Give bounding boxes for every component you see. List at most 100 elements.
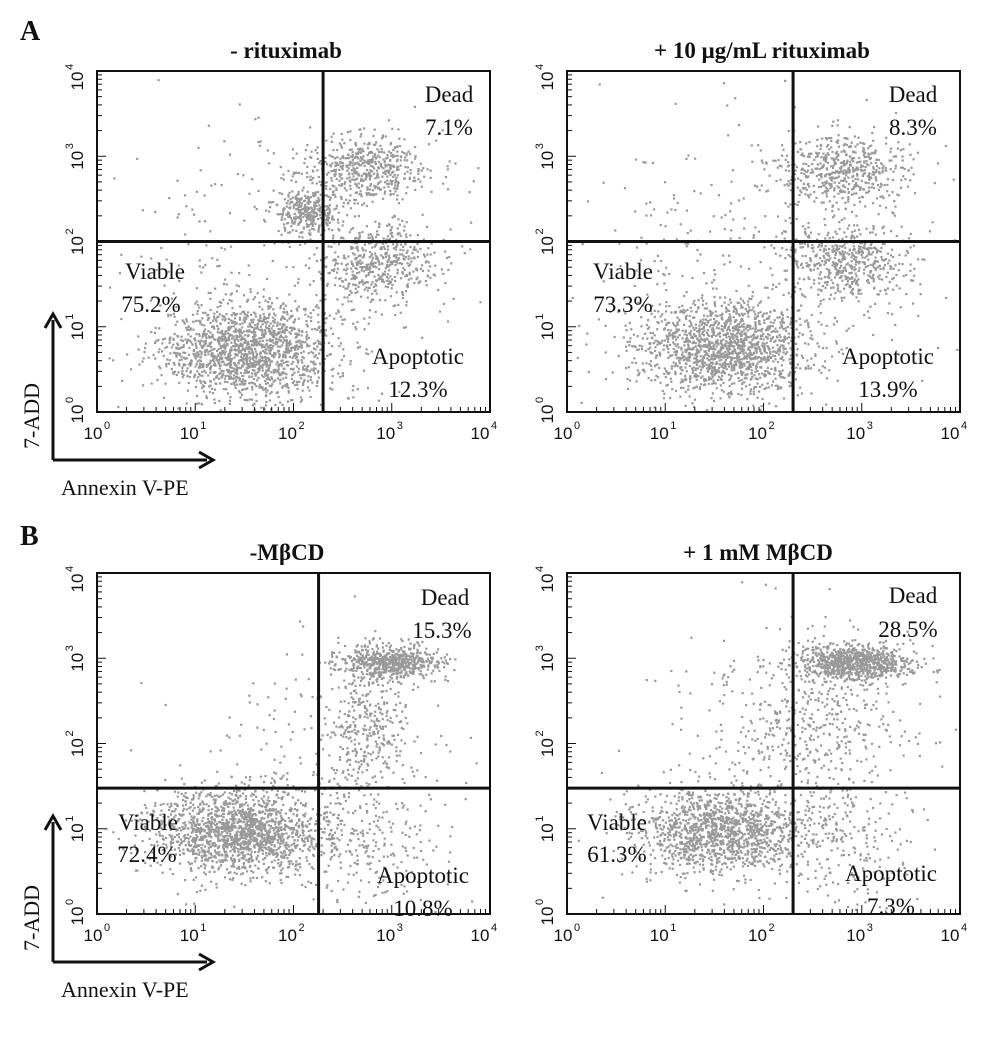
scatter-point xyxy=(272,324,275,328)
scatter-point xyxy=(283,331,286,334)
scatter-point xyxy=(295,381,298,384)
scatter-point xyxy=(744,307,747,311)
scatter-point xyxy=(684,338,687,341)
scatter-point xyxy=(246,363,249,366)
scatter-point xyxy=(725,333,728,336)
scatter-point xyxy=(312,217,315,220)
scatter-point xyxy=(195,344,198,347)
scatter-point xyxy=(339,157,342,160)
x-tick-label: 10 xyxy=(180,424,199,443)
scatter-point xyxy=(244,350,247,353)
scatter-point xyxy=(888,194,891,197)
scatter-point xyxy=(234,380,237,384)
scatter-point xyxy=(258,369,261,372)
scatter-point xyxy=(654,378,657,381)
scatter-point xyxy=(299,377,303,380)
scatter-point xyxy=(230,348,233,351)
scatter-point xyxy=(469,248,472,251)
scatter-point xyxy=(226,392,230,395)
scatter-point xyxy=(188,346,191,349)
scatter-point xyxy=(407,382,410,385)
scatter-point xyxy=(389,229,392,232)
scatter-point xyxy=(113,177,116,180)
scatter-point xyxy=(392,156,395,159)
scatter-point xyxy=(753,317,756,320)
scatter-point xyxy=(286,400,290,403)
scatter-point xyxy=(309,126,312,129)
scatter-point xyxy=(352,384,355,388)
scatter-point xyxy=(771,288,774,291)
scatter-point xyxy=(297,370,300,373)
scatter-point xyxy=(780,323,783,326)
scatter-point xyxy=(719,335,722,338)
scatter-point xyxy=(259,385,262,388)
scatter-point xyxy=(173,309,176,312)
scatter-point xyxy=(764,350,767,353)
scatter-point xyxy=(752,390,755,393)
scatter-point xyxy=(221,329,224,332)
scatter-point xyxy=(272,371,275,374)
scatter-point xyxy=(395,145,398,148)
scatter-point xyxy=(724,372,727,375)
scatter-point xyxy=(220,358,223,361)
scatter-point xyxy=(323,212,326,215)
scatter-point xyxy=(376,182,380,185)
scatter-point xyxy=(223,343,226,346)
scatter-point xyxy=(794,378,797,381)
scatter-point xyxy=(328,221,331,224)
scatter-point xyxy=(763,321,766,324)
scatter-point xyxy=(206,314,209,317)
scatter-point xyxy=(779,350,782,353)
scatter-point xyxy=(389,152,393,155)
scatter-point xyxy=(692,366,695,369)
scatter-point xyxy=(279,401,282,404)
scatter-point xyxy=(461,245,464,248)
scatter-point xyxy=(282,208,285,211)
scatter-point xyxy=(346,131,349,134)
scatter-point xyxy=(381,274,385,277)
scatter-point xyxy=(862,173,865,176)
scatter-point xyxy=(837,139,840,142)
scatter-point xyxy=(424,349,428,352)
scatter-point xyxy=(215,320,218,323)
scatter-point xyxy=(312,361,315,364)
scatter-point xyxy=(305,207,308,210)
scatter-point xyxy=(739,366,742,369)
scatter-point xyxy=(252,328,256,331)
scatter-point xyxy=(164,346,167,349)
scatter-point xyxy=(354,291,357,295)
scatter-point xyxy=(669,329,672,332)
scatter-point xyxy=(278,323,281,326)
scatter-point xyxy=(291,382,295,385)
scatter-point xyxy=(729,301,733,304)
scatter-point xyxy=(168,341,171,345)
scatter-point xyxy=(242,363,245,366)
scatter-point xyxy=(241,374,244,377)
scatter-point xyxy=(715,362,718,366)
scatter-point xyxy=(416,242,419,245)
scatter-point xyxy=(312,210,315,213)
scatter-point xyxy=(843,150,846,153)
scatter-point xyxy=(760,360,763,363)
scatter-point xyxy=(209,362,212,365)
scatter-point xyxy=(394,314,397,317)
scatter-point xyxy=(277,327,280,331)
scatter-point xyxy=(327,171,330,174)
scatter-point xyxy=(684,350,688,354)
scatter-point xyxy=(160,374,163,377)
scatter-point xyxy=(751,357,754,360)
scatter-point xyxy=(377,399,380,402)
scatter-point xyxy=(406,170,409,173)
scatter-point xyxy=(380,150,383,153)
scatter-point xyxy=(688,395,691,398)
scatter-point xyxy=(296,193,299,196)
scatter-point xyxy=(246,344,249,347)
scatter-point xyxy=(821,347,825,350)
scatter-point xyxy=(211,335,214,338)
scatter-point xyxy=(147,356,150,359)
scatter-point xyxy=(226,358,229,361)
scatter-point xyxy=(226,355,229,358)
scatter-point xyxy=(713,302,716,306)
scatter-point xyxy=(771,337,774,340)
scatter-point xyxy=(737,376,740,380)
